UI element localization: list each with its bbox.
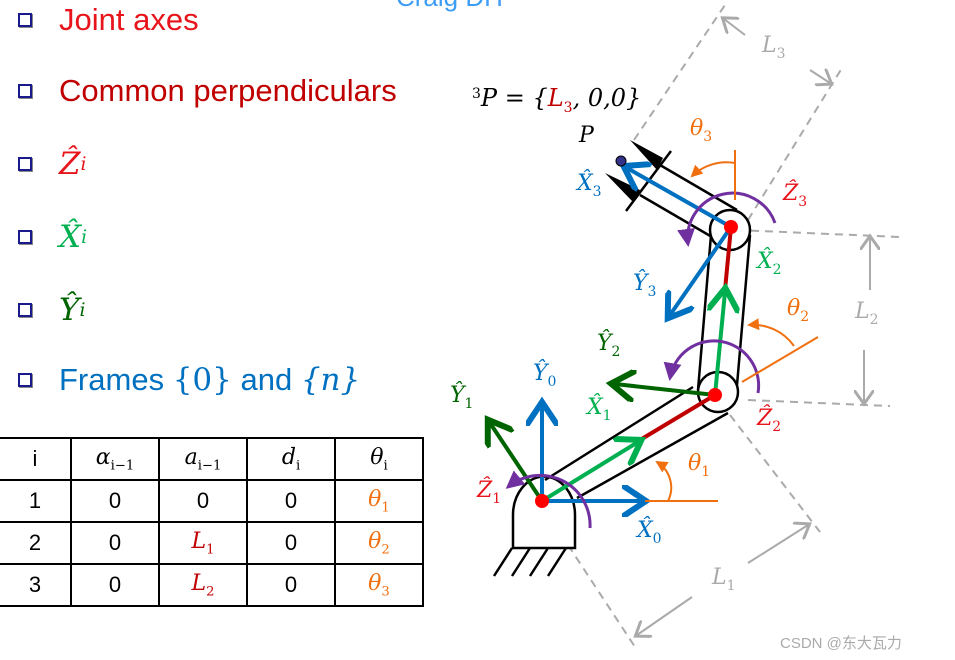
- bullet-sub: i: [80, 153, 87, 175]
- watermark: CSDN @东大瓦力: [780, 635, 902, 652]
- axis-label: L2: [854, 299, 879, 328]
- table-cell: θ3: [334, 563, 424, 607]
- table-header-cell: αi−1: [70, 437, 160, 481]
- axis-label: Ẑ3: [782, 179, 807, 210]
- axis-label: Ŷ3: [633, 269, 656, 300]
- dh-parameter-table: i αi−1 ai−1 di θi 1 0 0 0 θ1 2 0 L1 0 θ2 3 0 L2 0 θ3: [0, 437, 424, 607]
- bullet-math: {0}: [172, 362, 232, 398]
- frame-axes: [490, 168, 731, 501]
- x2-axis-arrow: [715, 292, 725, 396]
- header-partial-title: Craig DH: [396, 0, 503, 13]
- bullet-text: Joint axes: [59, 2, 199, 37]
- bullet-square-icon: [18, 157, 32, 171]
- table-header-cell: ai−1: [158, 437, 248, 481]
- table-cell: 2: [0, 521, 72, 565]
- x1-axis-arrow: [540, 442, 638, 503]
- table-cell: 0: [246, 563, 336, 607]
- axis-label: X̂1: [585, 394, 612, 424]
- joint-dot-1: [535, 494, 549, 508]
- table-cell: θ1: [334, 479, 424, 523]
- y3-axis-arrow: [670, 225, 733, 315]
- axis-label: X̂0: [635, 517, 662, 547]
- bullet-frames: Frames {0} and {n}: [18, 362, 360, 398]
- bullet-square-icon: [18, 13, 32, 27]
- axis-label: X̂2: [755, 248, 782, 278]
- axis-label: L3: [761, 33, 786, 62]
- x3-axis-arrow: [627, 168, 732, 229]
- point-p: [615, 155, 627, 167]
- point-p-label: P: [578, 123, 595, 148]
- axis-label: Ẑ1: [476, 476, 501, 507]
- table-row: 1 0 0 0 θ1: [0, 479, 424, 523]
- bullet-sub: i: [81, 226, 88, 248]
- table-header-cell: i: [0, 437, 72, 481]
- axis-label: Ŷ2: [597, 329, 620, 360]
- table-header-cell: θi: [334, 437, 424, 481]
- bullet-square-icon: [18, 230, 32, 244]
- bullet-math: X̂: [59, 219, 82, 255]
- bullet-math: Ẑ: [59, 146, 81, 182]
- y2-axis-arrow: [615, 384, 716, 395]
- position-equation: 3P = {L3, 0,0}: [472, 84, 641, 116]
- joint-dot-2: [708, 388, 722, 402]
- bullet-square-icon: [18, 84, 32, 98]
- axis-label: θ2: [787, 296, 809, 325]
- table-header-row: i αi−1 ai−1 di θi: [0, 437, 424, 481]
- table-row: 2 0 L1 0 θ2: [0, 521, 424, 565]
- table-cell: 0: [246, 521, 336, 565]
- bullet-joint-axes: Joint axes: [18, 2, 199, 38]
- axis-label: θ3: [690, 116, 712, 145]
- links: [544, 150, 752, 500]
- bullet-common-perpendiculars: Common perpendiculars: [18, 73, 397, 109]
- table-cell: 3: [0, 563, 72, 607]
- bullet-math: Ŷ: [59, 292, 80, 328]
- axis-label: Ŷ1: [450, 381, 473, 412]
- table-cell: 0: [70, 521, 160, 565]
- axis-label: Ŷ0: [533, 359, 556, 390]
- axis-label: Ẑ2: [756, 404, 781, 435]
- table-cell: 0: [70, 479, 160, 523]
- gripper-finger-bottom: [605, 173, 640, 202]
- axis-label: L1: [711, 565, 736, 594]
- angle-markers: [645, 150, 819, 502]
- bullet-text: Common perpendiculars: [59, 73, 397, 108]
- bullet-square-icon: [18, 303, 32, 317]
- table-cell: 0: [70, 563, 160, 607]
- table-row: 3 0 L2 0 θ3: [0, 563, 424, 607]
- bullet-text: and: [231, 362, 301, 397]
- bullet-x-hat: X̂ i: [18, 219, 87, 255]
- bullet-square-icon: [18, 373, 32, 387]
- table-cell: 0: [158, 479, 248, 523]
- table-cell: θ2: [334, 521, 424, 565]
- gripper-finger-top: [630, 140, 663, 170]
- bullet-sub: i: [79, 299, 86, 321]
- dimension-arrows: [637, 19, 870, 635]
- axis-label: X̂3: [575, 170, 602, 200]
- y1-axis-arrow: [490, 423, 544, 503]
- table-header-cell: di: [246, 437, 336, 481]
- bullet-math: {n}: [300, 362, 361, 398]
- axis-label: θ1: [688, 451, 710, 480]
- table-cell: L1: [158, 521, 248, 565]
- link2-red: [723, 226, 733, 291]
- table-cell: L2: [158, 563, 248, 607]
- link1-red: [638, 393, 717, 442]
- table-cell: 1: [0, 479, 72, 523]
- bullet-text: Frames: [59, 362, 173, 397]
- joint-dot-3: [724, 220, 738, 234]
- axis-labels: Ẑ3 X̂3 Ŷ3 X̂2 θ3 θ2 L2 L3 Ŷ2 Ŷ0 Ŷ1 X̂1 Ẑ2 θ1 Ẑ1 X̂0 L1: [450, 33, 879, 594]
- table-cell: 0: [246, 479, 336, 523]
